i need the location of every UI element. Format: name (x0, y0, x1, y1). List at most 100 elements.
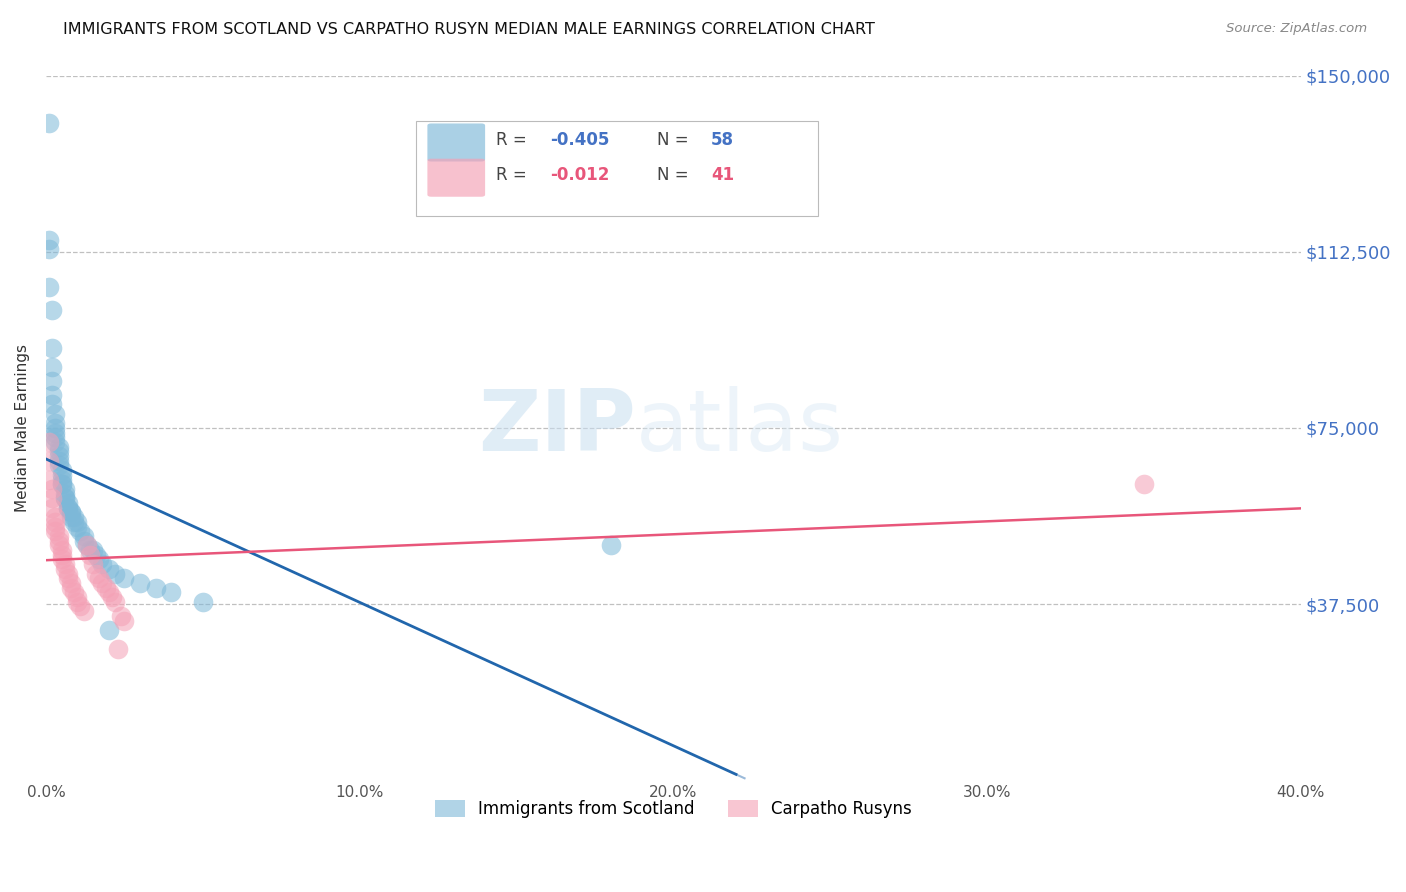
Text: atlas: atlas (636, 386, 844, 469)
Point (66, 519, 89, 533)
Point (69, 599, 91, 614)
Text: Source: ZipAtlas.com: Source: ZipAtlas.com (1226, 22, 1367, 36)
Point (51, 552, 73, 566)
Point (41, 500, 63, 515)
Point (48, 458, 70, 473)
Point (63, 510, 86, 524)
Point (51, 477, 73, 491)
Point (51, 463, 73, 477)
Point (63, 515, 86, 529)
Point (66, 515, 89, 529)
Point (82, 543, 104, 558)
Point (66, 595, 89, 609)
Point (60, 506, 83, 520)
Point (41, 341, 63, 355)
Point (79, 543, 101, 558)
Text: -0.012: -0.012 (550, 166, 610, 184)
Point (53, 491, 76, 506)
Point (79, 548, 101, 562)
Text: -0.405: -0.405 (550, 130, 610, 149)
Point (72, 533, 94, 548)
Point (97, 623, 120, 637)
Point (44, 524, 66, 539)
Point (72, 529, 94, 543)
Point (97, 585, 120, 599)
Legend: Immigrants from Scotland, Carpatho Rusyns: Immigrants from Scotland, Carpatho Rusyn… (427, 793, 918, 825)
Point (44, 407, 66, 421)
Text: N =: N = (657, 130, 695, 149)
Point (41, 482, 63, 496)
Point (44, 430, 66, 444)
Point (41, 388, 63, 402)
Point (60, 576, 83, 591)
Point (38, 280, 60, 294)
Point (41, 491, 63, 506)
Point (44, 416, 66, 430)
Point (91, 557, 114, 571)
Point (76, 538, 98, 552)
FancyBboxPatch shape (416, 121, 818, 217)
Point (60, 510, 83, 524)
Point (89, 552, 111, 566)
Point (63, 585, 86, 599)
Point (76, 538, 98, 552)
Text: 58: 58 (711, 130, 734, 149)
Point (104, 595, 127, 609)
Point (44, 519, 66, 533)
Point (44, 510, 66, 524)
Text: R =: R = (496, 130, 533, 149)
Point (66, 590, 89, 604)
Point (44, 421, 66, 435)
Point (599, 538, 621, 552)
Point (69, 524, 91, 539)
Point (56, 500, 79, 515)
Point (84, 548, 107, 562)
Point (72, 604, 94, 618)
Point (48, 533, 70, 548)
Point (191, 595, 214, 609)
Point (53, 482, 76, 496)
Point (38, 243, 60, 257)
Point (44, 425, 66, 440)
Point (48, 538, 70, 552)
Point (112, 571, 135, 585)
Text: R =: R = (496, 166, 533, 184)
Point (97, 562, 120, 576)
Point (53, 486, 76, 500)
Point (60, 581, 83, 595)
Point (56, 571, 79, 585)
Point (38, 473, 60, 487)
Point (56, 496, 79, 510)
Point (89, 571, 111, 585)
Text: ZIP: ZIP (478, 386, 636, 469)
Point (38, 435, 60, 450)
Point (107, 641, 129, 656)
Point (51, 467, 73, 482)
Point (48, 449, 70, 463)
Point (101, 590, 124, 604)
Point (84, 566, 107, 581)
Point (48, 444, 70, 458)
Point (51, 477, 73, 491)
Point (38, 454, 60, 468)
Point (160, 585, 183, 599)
Point (44, 435, 66, 450)
Point (56, 500, 79, 515)
Point (82, 557, 104, 571)
Y-axis label: Median Male Earnings: Median Male Earnings (15, 344, 30, 512)
Point (51, 548, 73, 562)
Point (51, 543, 73, 558)
Point (1133, 477, 1156, 491)
Point (91, 576, 114, 591)
FancyBboxPatch shape (427, 159, 485, 197)
Point (145, 581, 167, 595)
Point (110, 608, 132, 623)
Point (53, 562, 76, 576)
Point (60, 506, 83, 520)
Point (48, 440, 70, 454)
Point (44, 515, 66, 529)
Point (41, 359, 63, 374)
Point (53, 557, 76, 571)
Point (38, 115, 60, 129)
Point (94, 581, 117, 595)
